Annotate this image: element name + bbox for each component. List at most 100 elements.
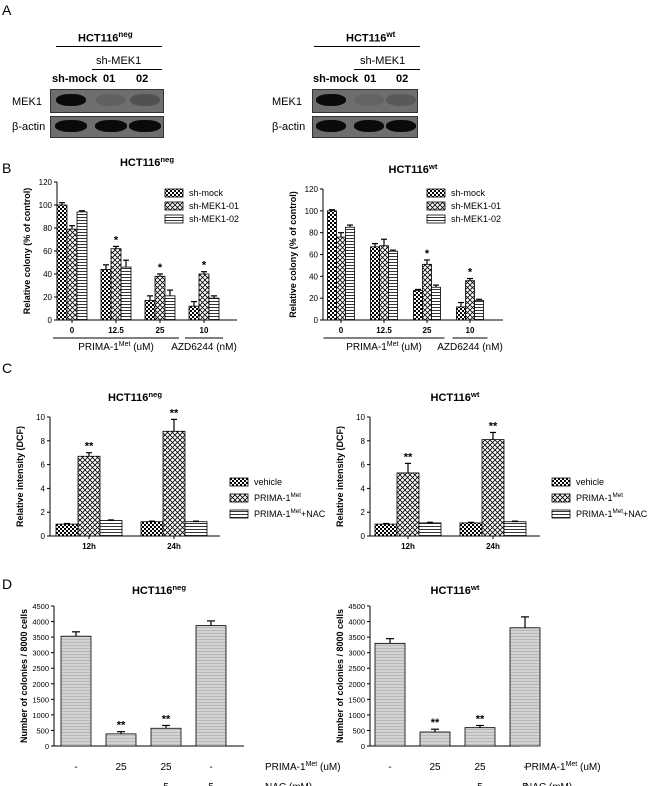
x-tick-label: 12h	[401, 542, 415, 551]
blot-lane-label: 01	[103, 73, 116, 85]
chart-title: HCT116wt	[431, 390, 480, 404]
x-tick-label: 12.5	[108, 326, 124, 335]
significance-mark: *	[114, 234, 119, 246]
treatment-value: 5	[163, 782, 169, 786]
blot-band	[316, 120, 346, 132]
treatment-row-label: NAC (mM)	[265, 782, 312, 786]
legend-swatch	[426, 188, 446, 198]
y-tick-label: 1000	[32, 711, 49, 720]
y-tick-label: 60	[43, 247, 52, 256]
x-tick-label: 25	[156, 326, 165, 335]
legend-swatch	[164, 201, 184, 211]
y-tick-label: 0	[361, 742, 365, 751]
y-tick-label: 120	[39, 178, 53, 187]
legend-label: sh-MEK1-02	[189, 214, 239, 224]
x-tick-label: 12h	[82, 542, 96, 551]
bar	[388, 250, 398, 321]
y-tick-label: 4	[361, 484, 366, 493]
bar	[162, 430, 186, 537]
blot-title-right: HCT116wt	[346, 30, 395, 45]
legend-swatch	[426, 201, 446, 211]
treatment-value: -	[119, 782, 122, 786]
bar	[336, 236, 346, 321]
y-tick-label: 20	[309, 294, 318, 303]
blot-row-label: β-actin	[272, 121, 306, 133]
blot-title-sup: neg	[118, 30, 133, 39]
treatment-value: -	[388, 782, 391, 786]
chart-title: HCT116neg	[108, 390, 162, 404]
bar	[431, 286, 441, 321]
significance-mark: *	[158, 262, 163, 274]
y-tick-label: 2000	[32, 680, 49, 689]
y-tick-label: 2000	[348, 680, 365, 689]
y-tick-label: 4500	[32, 602, 49, 611]
y-tick-label: 0	[314, 316, 319, 325]
treatment-value: 5	[477, 782, 483, 786]
y-tick-label: 1500	[32, 695, 49, 704]
significance-mark: *	[425, 248, 430, 260]
legend-label: PRIMA-1Met	[254, 492, 301, 503]
bar	[188, 305, 200, 321]
panel-label-b: B	[2, 160, 12, 176]
blot-lane-label: 02	[136, 73, 149, 85]
treatment-row-label: NAC (mM)	[525, 782, 572, 786]
bar	[60, 635, 92, 747]
y-tick-label: 80	[43, 224, 52, 233]
y-axis-label: Relative colony (% of control)	[22, 188, 32, 315]
x-tick-label: 24h	[486, 542, 500, 551]
bar	[140, 521, 164, 537]
legend-label: PRIMA-1Met+NAC	[576, 508, 648, 519]
y-tick-label: 40	[309, 272, 318, 281]
legend-swatch	[229, 509, 249, 519]
bar	[100, 268, 112, 321]
treatment-value: -	[209, 762, 212, 773]
bar	[370, 246, 380, 321]
y-tick-label: 2	[361, 508, 366, 517]
y-tick-label: 3500	[348, 633, 365, 642]
treatment-value: -	[74, 782, 77, 786]
blot-title-underline	[314, 46, 420, 47]
blot-row-label: β-actin	[12, 121, 46, 133]
legend-label: sh-MEK1-02	[451, 214, 501, 224]
chart-title: HCT116neg	[132, 583, 186, 597]
chart-D-neg: 0 500 1000 1500 2000 2500 3000 3500 4000 4500Numb…	[19, 583, 341, 786]
y-tick-label: 40	[43, 270, 52, 279]
significance-mark: *	[468, 267, 473, 279]
bar	[208, 297, 220, 321]
group-label: AZD6244 (nM)	[171, 342, 237, 353]
legend-label: PRIMA-1Met	[576, 492, 623, 503]
blot-row-label: MEK1	[272, 96, 302, 108]
bar	[105, 733, 137, 747]
legend-swatch	[551, 509, 571, 519]
bar	[396, 472, 420, 537]
bar	[66, 228, 78, 321]
treatment-value: 25	[160, 762, 172, 773]
bar	[144, 300, 156, 321]
legend-label: vehicle	[576, 477, 604, 487]
y-tick-label: 2500	[32, 664, 49, 673]
blot-group-underline	[354, 69, 420, 70]
treatment-value: 5	[208, 782, 214, 786]
bar	[374, 523, 398, 537]
significance-mark: **	[476, 713, 485, 725]
legend-label: sh-MEK1-01	[451, 201, 501, 211]
actin-blot-strip	[50, 116, 164, 138]
blot-title-main: HCT116	[78, 32, 119, 45]
y-tick-label: 10	[36, 413, 45, 422]
x-tick-label: 0	[339, 326, 344, 335]
chart-C-wt: 0 2 4 6 8 10 Relative intensity (DCF) HCT116wt 1…	[335, 390, 648, 551]
y-tick-label: 4000	[32, 618, 49, 627]
mek1-blot-strip	[312, 89, 418, 113]
bar	[55, 523, 79, 537]
bar	[150, 727, 182, 747]
panel-label-a: A	[2, 2, 12, 18]
bar	[456, 306, 466, 321]
bar	[503, 521, 527, 537]
y-tick-label: 0	[41, 532, 46, 541]
treatment-row-label: PRIMA-1Met (uM)	[525, 761, 601, 773]
y-axis-label: Relative colony (% of control)	[288, 191, 298, 318]
blot-lane-label: 02	[396, 73, 409, 85]
